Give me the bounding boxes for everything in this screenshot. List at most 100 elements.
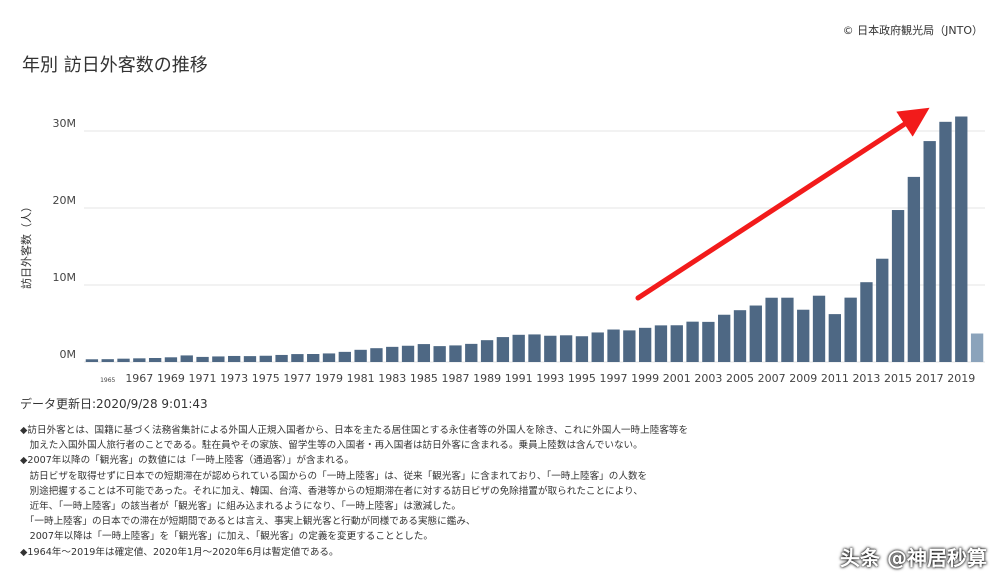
y-tick-label: 20M [53,194,77,207]
bar-1997[interactable] [607,329,620,362]
x-tick-label: 1999 [631,372,659,385]
data-updated-timestamp: データ更新日:2020/9/28 9:01:43 [20,397,208,411]
bar-2001[interactable] [670,325,683,362]
x-tick-label: 1983 [378,372,406,385]
x-tick-label: 1997 [600,372,628,385]
note-line: ◆2007年以降の「観光客」の数値には「一時上陸客（通過客）」が含まれる。 [20,455,354,467]
bar-1991[interactable] [512,334,525,362]
bar-2019[interactable] [955,116,968,362]
bar-1969[interactable] [164,357,178,362]
x-tick-label: 2007 [758,372,786,385]
bar-2012[interactable] [844,297,857,362]
bar-1983[interactable] [386,346,399,362]
bar-2009[interactable] [797,309,810,362]
bar-1996[interactable] [591,332,604,362]
bar-1964[interactable] [85,359,99,362]
bar-2015[interactable] [891,210,905,362]
bar-1981[interactable] [354,349,367,362]
bar-1971[interactable] [196,356,209,362]
bar-2018[interactable] [939,121,952,362]
note-line: 「一時上陸客」の日本での滞在が短期間であるとは言え、事実上観光客と行動が同様であ… [20,516,476,528]
bar-2010[interactable] [812,295,826,362]
bar-1968[interactable] [148,358,162,362]
bar-1994[interactable] [559,335,573,362]
x-tick-label: 2001 [663,372,691,385]
y-tick-label: 30M [53,117,77,130]
bar-1972[interactable] [212,356,225,362]
x-tick-label: 2017 [916,372,944,385]
bar-1980[interactable] [338,351,351,362]
bar-1986[interactable] [433,346,446,362]
bar-2014[interactable] [876,258,889,362]
bar-2003[interactable] [702,321,715,362]
x-tick-label: 1965 [100,377,115,384]
bar-2006[interactable] [749,305,762,362]
bar-1984[interactable] [401,345,415,362]
bar-1970[interactable] [180,355,193,362]
bar-2008[interactable] [781,297,794,362]
bar-2017[interactable] [923,141,936,362]
x-tick-label: 1979 [315,372,343,385]
bar-1992[interactable] [528,334,541,362]
copyright-note: © 日本政府観光局（JNTO） [842,24,983,37]
chart-title: 年別 訪日外客数の推移 [22,55,208,76]
bar-1977[interactable] [291,354,304,362]
note-line: 訪日ビザを取得せずに日本での短期滞在が認められている国からの「一時上陸客」は、従… [20,470,648,482]
bar-2011[interactable] [828,314,841,362]
x-tick-label: 2005 [726,372,754,385]
note-line: 2007年以降は「一時上陸客」を「観光客」に加え、「観光客」の定義を変更すること… [20,531,433,543]
bar-1995[interactable] [575,336,589,362]
x-tick-label: 1985 [410,372,438,385]
bar-1985[interactable] [417,344,431,362]
bar-2004[interactable] [718,314,731,362]
x-tick-label: 2019 [947,372,975,385]
x-tick-label: 1967 [125,372,153,385]
y-tick-label: 10M [53,271,77,284]
bar-2007[interactable] [765,297,778,362]
bar-2000[interactable] [654,325,668,362]
x-tick-label: 1973 [220,372,248,385]
x-tick-label: 1993 [536,372,564,385]
bar-1973[interactable] [228,355,241,362]
x-tick-label: 1981 [347,372,375,385]
x-tick-label: 1989 [473,372,501,385]
x-tick-label: 2009 [789,372,817,385]
bar-1979[interactable] [322,353,336,362]
bar-1988[interactable] [465,343,478,362]
x-tick-label: 1991 [505,372,533,385]
note-line: ◆訪日外客とは、国籍に基づく法務省集計による外国人正規入国者から、日本を主たる居… [20,425,689,436]
bar-1965[interactable] [101,359,114,362]
bar-1966[interactable] [117,358,130,362]
note-line: 加えた入国外国人旅行者のことである。駐在員やその家族、留学生等の入国者・再入国者… [20,440,643,452]
bar-2020[interactable] [970,333,984,362]
bar-1976[interactable] [275,354,288,362]
bar-1974[interactable] [243,356,257,362]
bar-1982[interactable] [370,348,383,362]
y-tick-label: 0M [60,348,77,361]
note-line: ◆1964年～2019年は確定値、2020年1月～2020年6月は暫定値である。 [20,546,339,558]
x-tick-label: 1971 [189,372,217,385]
bar-2002[interactable] [686,321,699,362]
bar-1989[interactable] [480,340,494,362]
x-tick-label: 2003 [694,372,722,385]
bar-2013[interactable] [860,282,873,362]
x-tick-label: 2013 [852,372,880,385]
x-tick-label: 1987 [441,372,469,385]
bar-1999[interactable] [638,327,652,362]
bar-1978[interactable] [307,354,320,362]
bar-1967[interactable] [133,358,146,362]
bar-1998[interactable] [623,330,636,362]
bar-1987[interactable] [449,345,462,362]
x-tick-label: 2015 [884,372,912,385]
x-tick-label: 1969 [157,372,185,385]
x-tick-label: 1995 [568,372,596,385]
note-line: 別途把握することは不可能であった。それに加え、韓国、台湾、香港等からの短期滞在者… [20,485,643,497]
bar-1993[interactable] [544,335,557,362]
notes-block: ◆訪日外客とは、国籍に基づく法務省集計による外国人正規入国者から、日本を主たる居… [20,423,688,560]
note-line: 近年、「一時上陸客」の該当者が「観光客」に組み込まれるようになり、「一時上陸客」… [20,501,461,513]
watermark: 头条 @神居秒算 [840,546,987,570]
bar-1990[interactable] [496,337,510,362]
bar-2016[interactable] [907,176,921,362]
bar-1975[interactable] [259,355,272,362]
bar-2005[interactable] [733,310,747,362]
